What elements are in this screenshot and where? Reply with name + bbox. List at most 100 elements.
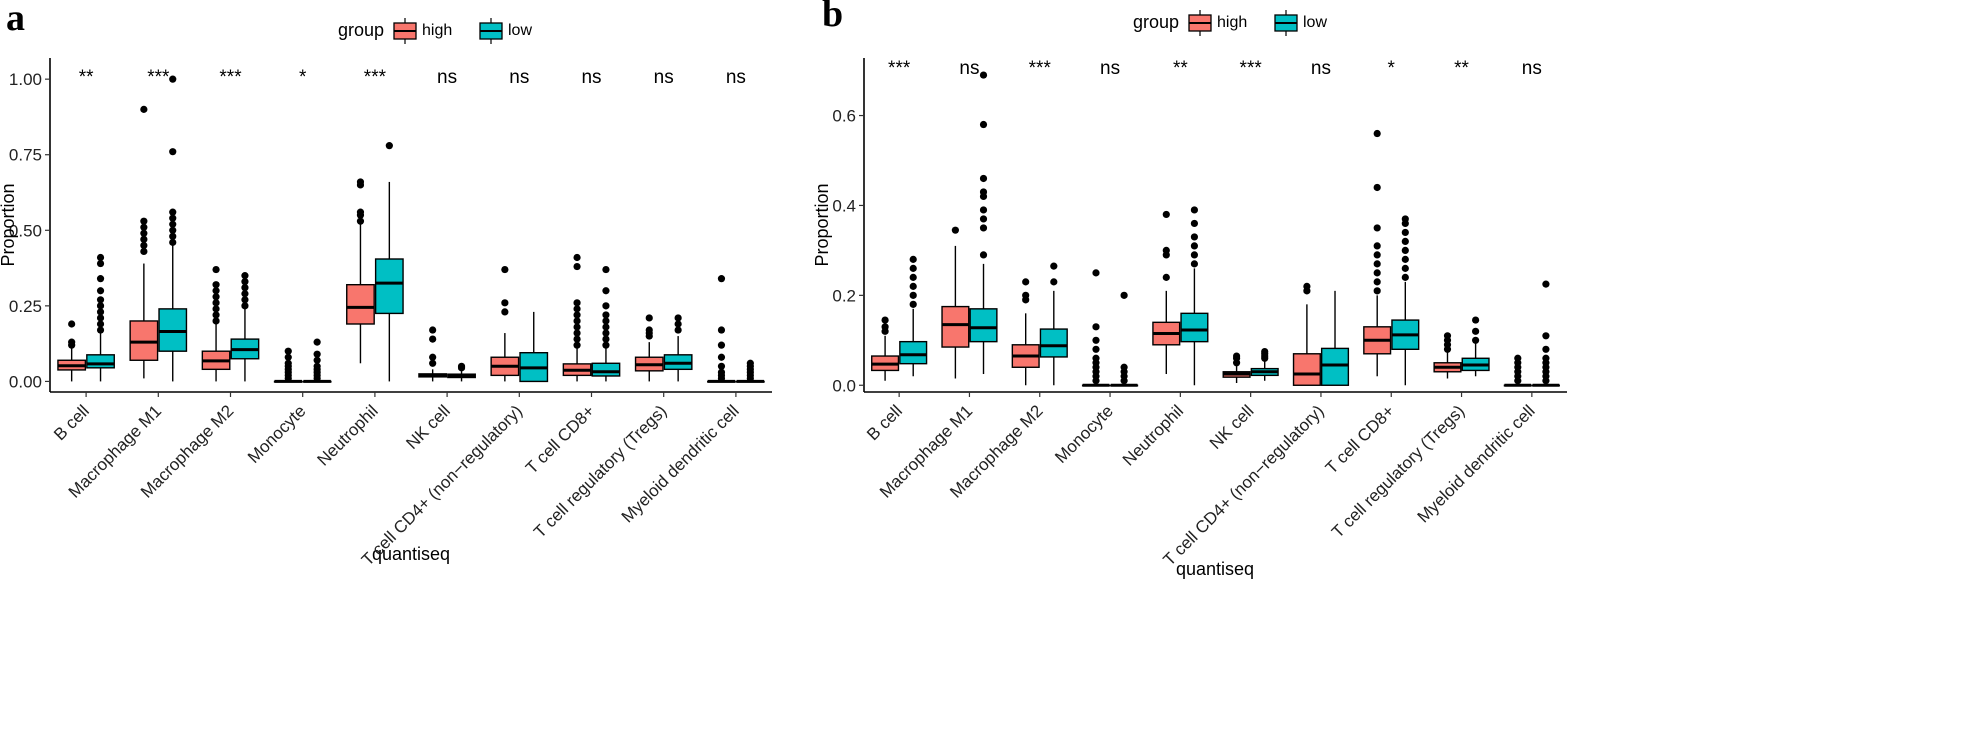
outlier-point [1303,282,1311,290]
significance-label: *** [1029,58,1052,79]
outlier-point [212,299,220,307]
y-tick-label: 0.50 [9,221,42,240]
outlier-point [313,362,321,370]
boxplot-low [1180,206,1209,386]
outlier-point [717,275,726,283]
outlier-point [717,326,726,334]
significance-label: *** [147,67,170,88]
outlier-point [979,71,988,79]
boxplot-low [1461,316,1490,377]
outlier-point [96,287,105,295]
significance-label: ns [1311,58,1331,79]
outlier-point [573,335,581,343]
outlier-point [140,241,148,250]
outlier-point [1092,323,1100,331]
boxplot-high [707,275,736,383]
outlier-point [1514,354,1522,362]
outlier-point [717,353,726,361]
outlier-point [212,317,220,325]
boxplot-high [1222,352,1251,384]
boxplot-high [634,314,664,382]
significance-label: ns [959,58,979,79]
outlier-point [602,302,610,310]
outlier-point [645,314,653,322]
y-tick-label: 0.00 [9,372,42,391]
outlier-point [674,326,682,334]
outlier-point [96,320,105,328]
outlier-point [1050,278,1058,286]
legend-label: high [422,22,452,39]
outlier-point [96,259,105,268]
outlier-point [284,359,292,367]
outlier-point [96,302,105,310]
legend-label: low [508,22,532,39]
outlier-point [241,278,249,286]
outlier-point [1050,262,1058,270]
outlier-point [1443,332,1452,340]
legend-key-low: low [479,18,532,44]
outlier-point [1092,336,1100,344]
box [374,258,404,315]
legend-key-high: high [393,18,452,44]
boxplot-high [1011,278,1040,386]
outlier-point [241,302,249,310]
outlier-point [573,317,581,325]
outlier-point [717,362,726,370]
significance-label: *** [364,67,387,88]
outlier-point [212,293,220,301]
outlier-point [96,275,105,283]
box [899,340,928,365]
boxplot-high [1433,332,1462,379]
box [129,320,159,361]
boxplot-high [941,226,970,379]
outlier-point [909,300,917,308]
outlier-point [1373,242,1381,250]
outlier-point [212,265,220,274]
outlier-point [169,238,177,246]
outlier-point [501,299,509,307]
outlier-point [1092,354,1100,362]
outlier-point [1373,287,1381,295]
outlier-point [1373,224,1381,232]
outlier-point [951,226,959,234]
panel-letter: b [822,0,843,35]
outlier-point [909,264,917,272]
outlier-point [602,265,610,274]
boxplot-low [969,71,998,375]
outlier-point [169,220,177,228]
outlier-point [68,320,76,328]
legend-label: low [1303,14,1327,31]
significance-label: * [299,67,307,88]
boxplot-high [273,347,303,383]
boxplot-low [158,75,188,382]
box [1292,353,1321,386]
y-axis-title: Proportion [0,183,18,266]
significance-label: *** [219,67,242,88]
outlier-point [573,329,581,337]
outlier-point [979,224,988,232]
boxplot-high [418,326,448,382]
outlier-point [1373,269,1381,277]
boxplot-low [447,362,476,382]
y-tick-label: 0.25 [9,297,42,316]
x-axis-title: quantiseq [1176,559,1254,579]
box [1180,312,1209,343]
boxplot-high [129,105,159,379]
outlier-point [602,287,610,295]
significance-label: ns [437,67,457,88]
outlier-point [212,287,220,295]
outlier-point [1472,336,1480,344]
box [591,362,621,377]
outlier-point [746,359,754,367]
outlier-point [1401,255,1409,263]
boxplot-low [230,272,260,382]
outlier-point [1190,206,1199,214]
outlier-point [212,281,220,289]
outlier-point [169,148,177,156]
significance-label: ** [1454,58,1469,79]
outlier-point [979,188,988,196]
outlier-point [1162,273,1170,281]
boxplot-high [57,320,87,382]
legend-title: group [1133,12,1179,32]
